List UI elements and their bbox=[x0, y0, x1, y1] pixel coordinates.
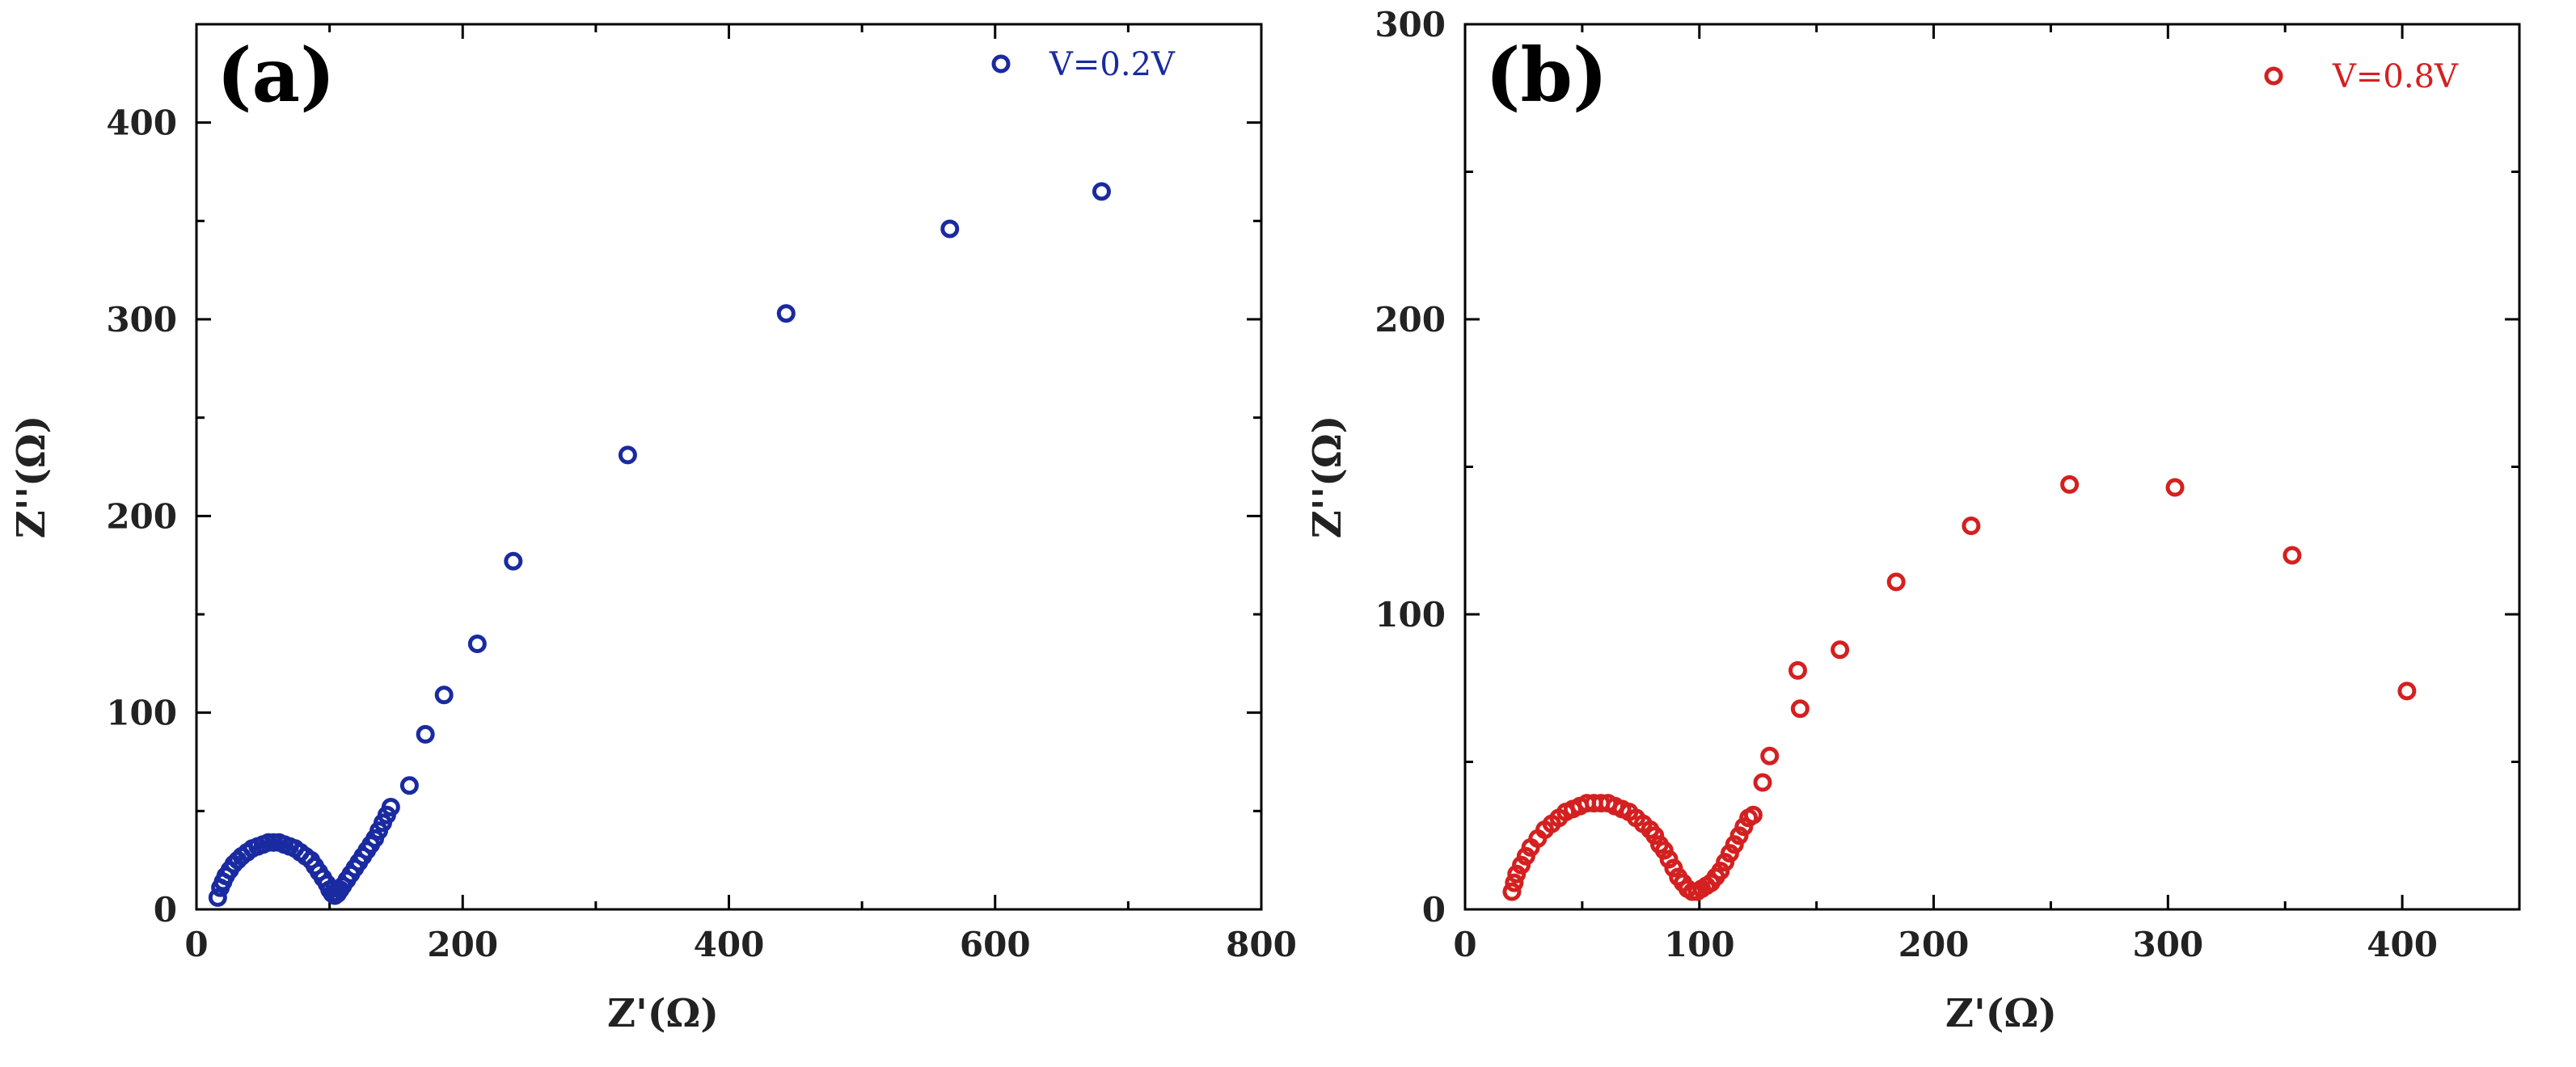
data-point bbox=[1886, 572, 1906, 592]
data-point bbox=[1753, 773, 1772, 792]
y-tick-label: 0 bbox=[154, 890, 177, 930]
data-point bbox=[776, 304, 796, 323]
x-tick-label: 400 bbox=[2367, 925, 2438, 964]
data-point bbox=[208, 888, 227, 907]
y-axis-title: Z''(Ω) bbox=[1305, 415, 1350, 539]
data-point bbox=[434, 685, 454, 705]
data-point bbox=[416, 724, 435, 744]
panel-b: 0 100 200 300 400 0 100 200 300 Z'(Ω) Z''(Ω) (b) V=0… bbox=[1305, 5, 2521, 1036]
y-tick-label: 400 bbox=[106, 103, 177, 143]
legend-label: V=0.2V bbox=[1049, 46, 1176, 83]
data-point bbox=[2060, 474, 2080, 494]
data-point bbox=[618, 445, 637, 465]
x-tick-label: 0 bbox=[1453, 925, 1476, 964]
data-point bbox=[1760, 746, 1780, 765]
plot-frame bbox=[1463, 23, 2521, 911]
data-point bbox=[940, 219, 960, 238]
panel-label: (b) bbox=[1485, 32, 1607, 119]
y-tick-label: 0 bbox=[1422, 890, 1446, 930]
data-point bbox=[1502, 882, 1522, 901]
data-point bbox=[2283, 546, 2302, 565]
y-tick-label: 200 bbox=[106, 496, 177, 536]
data-point bbox=[2165, 478, 2185, 497]
x-tick-label: 300 bbox=[2132, 925, 2203, 964]
y-tick-label: 200 bbox=[1375, 300, 1446, 340]
data-point bbox=[1962, 517, 1981, 535]
plot-frame bbox=[195, 23, 1263, 911]
x-axis-title: Z'(Ω) bbox=[607, 991, 719, 1036]
data-point bbox=[1788, 660, 1807, 680]
panel-label: (a) bbox=[217, 32, 336, 119]
y-axis-title: Z''(Ω) bbox=[9, 415, 54, 539]
data-point bbox=[1790, 699, 1810, 719]
x-tick-label: 0 bbox=[184, 925, 208, 964]
data-point bbox=[1743, 805, 1763, 824]
y-tick-label: 100 bbox=[1375, 595, 1446, 635]
y-tick-label: 100 bbox=[106, 694, 177, 733]
data-point bbox=[467, 635, 487, 653]
panel-a: 0 200 400 600 800 0 100 200 300 400 Z'(Ω) Z''(Ω) (a)… bbox=[9, 23, 1297, 1036]
y-tick-label: 300 bbox=[1375, 5, 1446, 44]
data-point bbox=[1831, 640, 1850, 660]
x-tick-label: 400 bbox=[694, 925, 765, 964]
x-axis-title: Z'(Ω) bbox=[1945, 991, 2057, 1036]
legend-marker bbox=[2264, 66, 2283, 86]
x-tick-label: 200 bbox=[1898, 925, 1970, 964]
data-point bbox=[2397, 681, 2417, 701]
legend-marker bbox=[991, 54, 1011, 74]
x-tick-label: 100 bbox=[1664, 925, 1735, 964]
data-point bbox=[1505, 873, 1524, 892]
x-tick-label: 200 bbox=[427, 925, 498, 964]
data-point bbox=[399, 776, 419, 795]
x-tick-label: 600 bbox=[960, 925, 1031, 964]
x-tick-label: 800 bbox=[1226, 925, 1297, 964]
data-point bbox=[504, 551, 523, 571]
y-tick-label: 300 bbox=[106, 300, 177, 340]
legend-label: V=0.8V bbox=[2332, 58, 2459, 95]
data-point bbox=[1092, 182, 1111, 201]
data-point bbox=[381, 797, 400, 816]
